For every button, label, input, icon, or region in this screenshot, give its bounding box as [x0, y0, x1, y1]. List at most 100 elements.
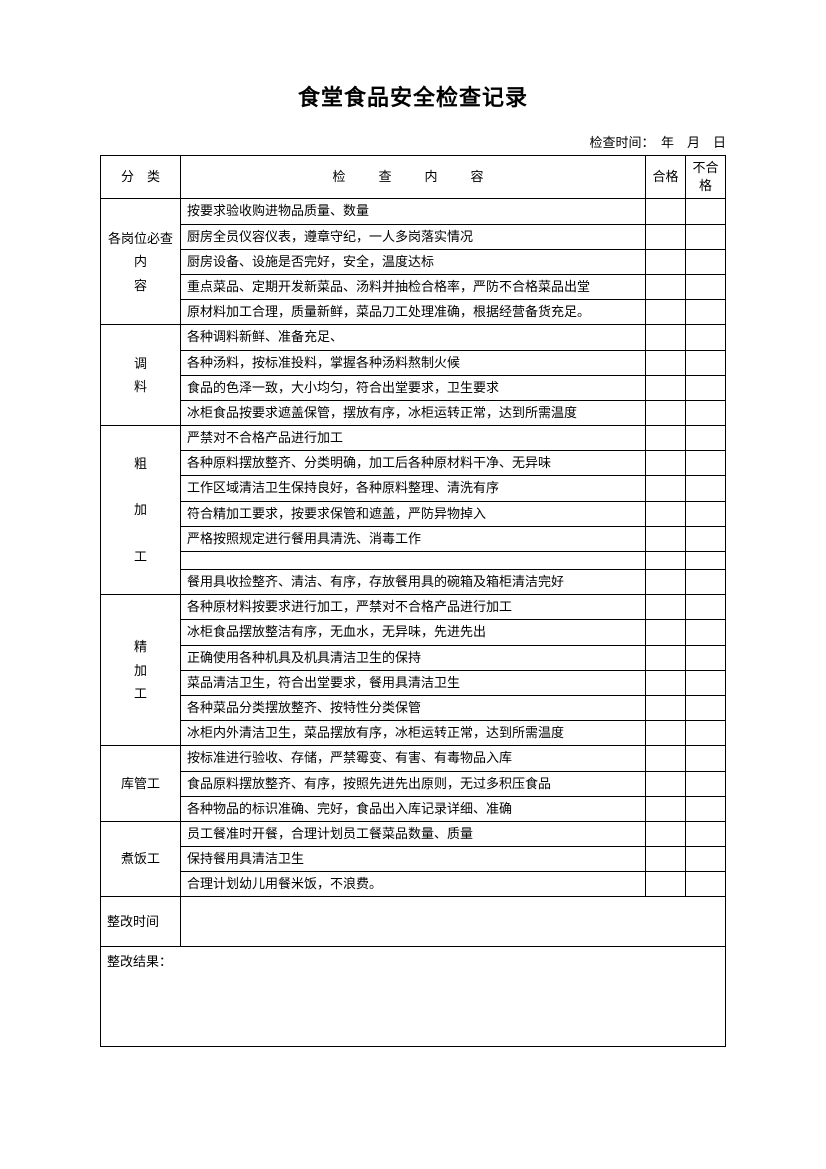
pass-cell [646, 350, 686, 375]
category-cook: 煮饭工 [101, 821, 181, 897]
content-cell: 食品原料摆放整齐、有序，按照先进先出原则，无过多积压食品 [181, 771, 646, 796]
content-cell: 各种原材料按要求进行加工，严禁对不合格产品进行加工 [181, 595, 646, 620]
pass-cell [646, 325, 686, 350]
content-cell: 菜品清洁卫生，符合出堂要求，餐用具清洁卫生 [181, 670, 646, 695]
page-title: 食堂食品安全检查记录 [100, 80, 726, 112]
pass-cell [646, 872, 686, 897]
content-cell: 餐用具收捡整齐、清洁、有序，存放餐用具的碗箱及箱柜清洁完好 [181, 570, 646, 595]
fail-cell [686, 670, 726, 695]
fail-cell [686, 552, 726, 570]
pass-cell [646, 476, 686, 501]
content-cell [181, 552, 646, 570]
pass-cell [646, 821, 686, 846]
table-row: 重点菜品、定期开发新菜品、汤料并抽检合格率，严防不合格菜品出堂 [101, 274, 726, 299]
category-seasoning: 调料 [101, 325, 181, 426]
table-row [101, 552, 726, 570]
table-row: 严格按照规定进行餐用具清洗、消毒工作 [101, 526, 726, 551]
content-cell: 食品的色泽一致，大小均匀，符合出堂要求，卫生要求 [181, 375, 646, 400]
content-cell: 工作区域清洁卫生保持良好，各种原料整理、清洗有序 [181, 476, 646, 501]
table-row: 菜品清洁卫生，符合出堂要求，餐用具清洁卫生 [101, 670, 726, 695]
content-cell: 符合精加工要求，按要求保管和遮盖，严防异物掉入 [181, 501, 646, 526]
pass-cell [646, 746, 686, 771]
table-row: 粗加工 严禁对不合格产品进行加工 [101, 426, 726, 451]
table-row: 库管工 按标准进行验收、存储，严禁霉变、有害、有毒物品入库 [101, 746, 726, 771]
content-cell: 员工餐准时开餐，合理计划员工餐菜品数量、质量 [181, 821, 646, 846]
fail-cell [686, 501, 726, 526]
pass-cell [646, 695, 686, 720]
fail-cell [686, 746, 726, 771]
fail-cell [686, 249, 726, 274]
content-cell: 按标准进行验收、存储，严禁霉变、有害、有毒物品入库 [181, 746, 646, 771]
fail-cell [686, 695, 726, 720]
table-row: 合理计划幼儿用餐米饭，不浪费。 [101, 872, 726, 897]
content-cell: 各种汤料，按标准投料，掌握各种汤料熬制火候 [181, 350, 646, 375]
pass-cell [646, 300, 686, 325]
content-cell: 厨房设备、设施是否完好，安全，温度达标 [181, 249, 646, 274]
table-row: 餐用具收捡整齐、清洁、有序，存放餐用具的碗箱及箱柜清洁完好 [101, 570, 726, 595]
fail-cell [686, 400, 726, 425]
table-row: 各种原料摆放整齐、分类明确，加工后各种原材料干净、无异味 [101, 451, 726, 476]
fail-cell [686, 199, 726, 224]
fail-cell [686, 645, 726, 670]
category-storage: 库管工 [101, 746, 181, 822]
table-row: 冰柜内外清洁卫生，菜品摆放有序，冰柜运转正常，达到所需温度 [101, 721, 726, 746]
table-row: 正确使用各种机具及机具清洁卫生的保持 [101, 645, 726, 670]
fail-cell [686, 721, 726, 746]
pass-cell [646, 847, 686, 872]
content-cell: 冰柜食品按要求遮盖保管，摆放有序，冰柜运转正常，达到所需温度 [181, 400, 646, 425]
fail-cell [686, 476, 726, 501]
pass-cell [646, 771, 686, 796]
fail-cell [686, 300, 726, 325]
pass-cell [646, 645, 686, 670]
content-cell: 各种菜品分类摆放整齐、按特性分类保管 [181, 695, 646, 720]
content-cell: 正确使用各种机具及机具清洁卫生的保持 [181, 645, 646, 670]
pass-cell [646, 570, 686, 595]
pass-cell [646, 526, 686, 551]
pass-cell [646, 501, 686, 526]
fail-cell [686, 426, 726, 451]
pass-cell [646, 375, 686, 400]
rectify-time-row: 整改时间 [101, 897, 726, 947]
fail-cell [686, 570, 726, 595]
fail-cell [686, 451, 726, 476]
content-cell: 冰柜内外清洁卫生，菜品摆放有序，冰柜运转正常，达到所需温度 [181, 721, 646, 746]
pass-cell [646, 224, 686, 249]
fail-cell [686, 847, 726, 872]
table-row: 原材料加工合理，质量新鲜，菜品刀工处理准确，根据经营备货充足。 [101, 300, 726, 325]
pass-cell [646, 400, 686, 425]
table-row: 厨房全员仪容仪表，遵章守纪，一人多岗落实情况 [101, 224, 726, 249]
fail-cell [686, 796, 726, 821]
category-post-check: 各岗位必查内容 [101, 199, 181, 325]
table-row: 保持餐用具清洁卫生 [101, 847, 726, 872]
content-cell: 合理计划幼儿用餐米饭，不浪费。 [181, 872, 646, 897]
content-cell: 严禁对不合格产品进行加工 [181, 426, 646, 451]
content-cell: 按要求验收购进物品质量、数量 [181, 199, 646, 224]
fail-cell [686, 821, 726, 846]
content-cell: 各种物品的标识准确、完好，食品出入库记录详细、准确 [181, 796, 646, 821]
fail-cell [686, 375, 726, 400]
table-row: 调料 各种调料新鲜、准备充足、 [101, 325, 726, 350]
content-cell: 严格按照规定进行餐用具清洗、消毒工作 [181, 526, 646, 551]
pass-cell [646, 595, 686, 620]
table-row: 精加工 各种原材料按要求进行加工，严禁对不合格产品进行加工 [101, 595, 726, 620]
fail-cell [686, 325, 726, 350]
table-row: 各岗位必查内容 按要求验收购进物品质量、数量 [101, 199, 726, 224]
content-cell: 重点菜品、定期开发新菜品、汤料并抽检合格率，严防不合格菜品出堂 [181, 274, 646, 299]
table-row: 食品的色泽一致，大小均匀，符合出堂要求，卫生要求 [101, 375, 726, 400]
rectify-result-row: 整改结果： [101, 947, 726, 1047]
header-pass: 合格 [646, 156, 686, 199]
pass-cell [646, 249, 686, 274]
fail-cell [686, 595, 726, 620]
table-row: 符合精加工要求，按要求保管和遮盖，严防异物掉入 [101, 501, 726, 526]
pass-cell [646, 426, 686, 451]
fail-cell [686, 872, 726, 897]
pass-cell [646, 721, 686, 746]
rectify-time-label: 整改时间 [101, 897, 181, 947]
pass-cell [646, 274, 686, 299]
rectify-time-value [181, 897, 726, 947]
table-row: 厨房设备、设施是否完好，安全，温度达标 [101, 249, 726, 274]
fail-cell [686, 526, 726, 551]
table-row: 冰柜食品按要求遮盖保管，摆放有序，冰柜运转正常，达到所需温度 [101, 400, 726, 425]
content-cell: 原材料加工合理，质量新鲜，菜品刀工处理准确，根据经营备货充足。 [181, 300, 646, 325]
fail-cell [686, 224, 726, 249]
